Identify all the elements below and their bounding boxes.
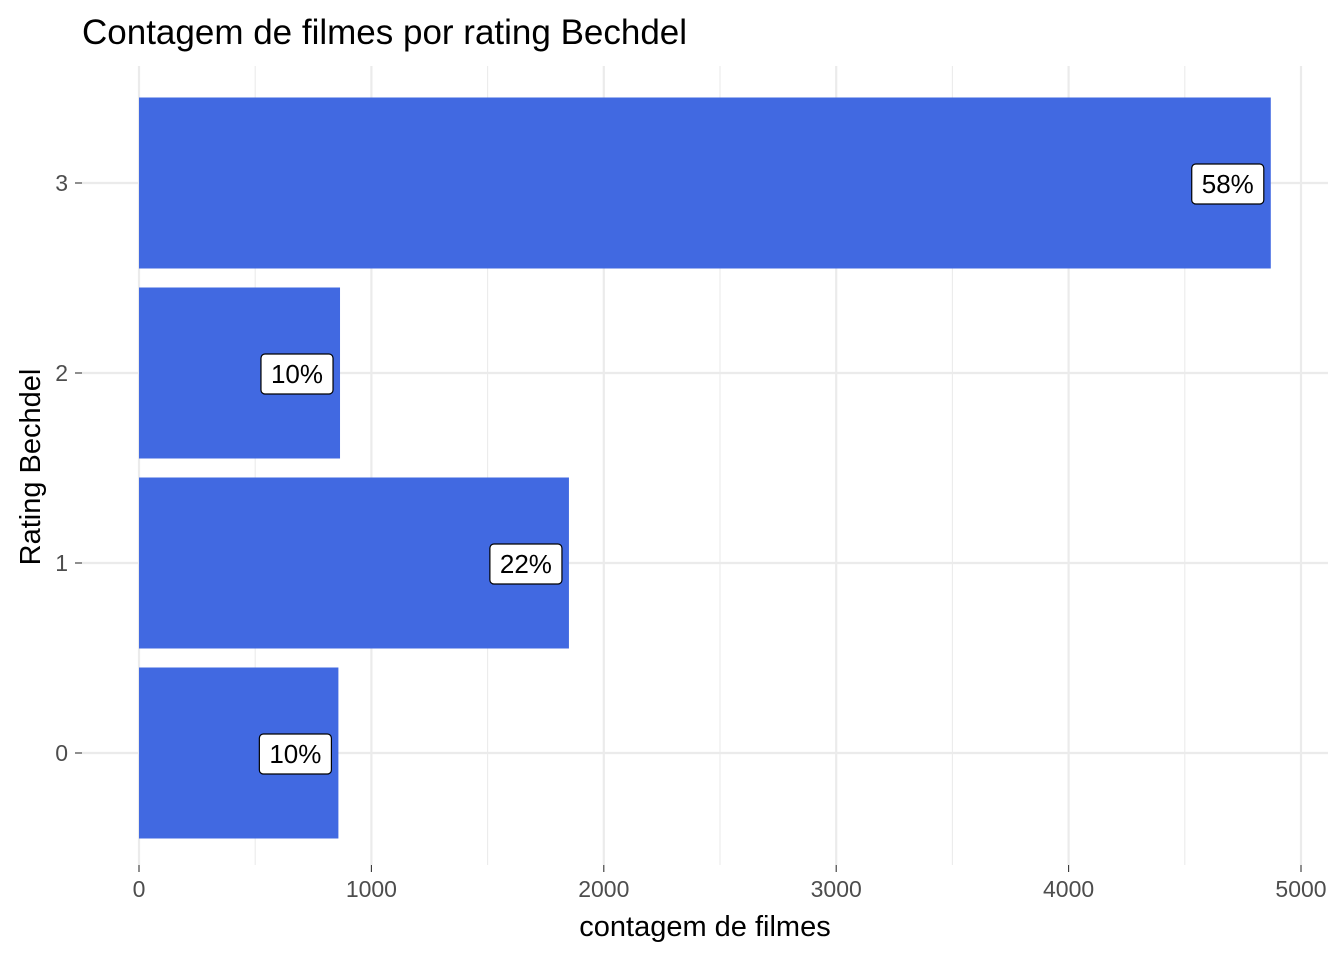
data-labels: 10% 22% 10% 58% (258, 163, 1265, 775)
data-label-box (489, 543, 563, 585)
data-label: 10% (260, 353, 334, 395)
data-label-text: 58% (1202, 169, 1254, 199)
y-tick-label: 3 (55, 170, 68, 196)
x-tick-label: 1000 (346, 876, 397, 902)
data-label-text: 10% (271, 359, 323, 389)
data-label-text: 10% (269, 739, 321, 769)
x-tick-label: 5000 (1275, 876, 1326, 902)
x-tick-label: 0 (133, 876, 146, 902)
y-tick-label: 0 (55, 740, 68, 766)
data-label-text: 22% (500, 549, 552, 579)
x-tick-label: 2000 (578, 876, 629, 902)
data-label-box (258, 733, 332, 775)
data-label: 58% (1191, 163, 1265, 205)
bar-rating-3 (139, 97, 1271, 269)
y-axis-title: Rating Bechdel (15, 369, 47, 566)
y-tick-label: 2 (55, 360, 68, 386)
y-axis-ticks: 0 1 2 3 (55, 170, 82, 766)
x-tick-label: 3000 (811, 876, 862, 902)
data-label-box (1191, 163, 1265, 205)
data-label: 10% (258, 733, 332, 775)
bars (139, 97, 1271, 839)
x-tick-label: 4000 (1043, 876, 1094, 902)
data-label: 22% (489, 543, 563, 585)
x-axis-title: contagem de filmes (579, 911, 830, 943)
chart-title: Contagem de filmes por rating Bechdel (82, 13, 687, 52)
data-label-box (260, 353, 334, 395)
y-tick-label: 1 (55, 550, 68, 576)
x-axis-ticks: 0 1000 2000 3000 4000 5000 (133, 865, 1327, 902)
